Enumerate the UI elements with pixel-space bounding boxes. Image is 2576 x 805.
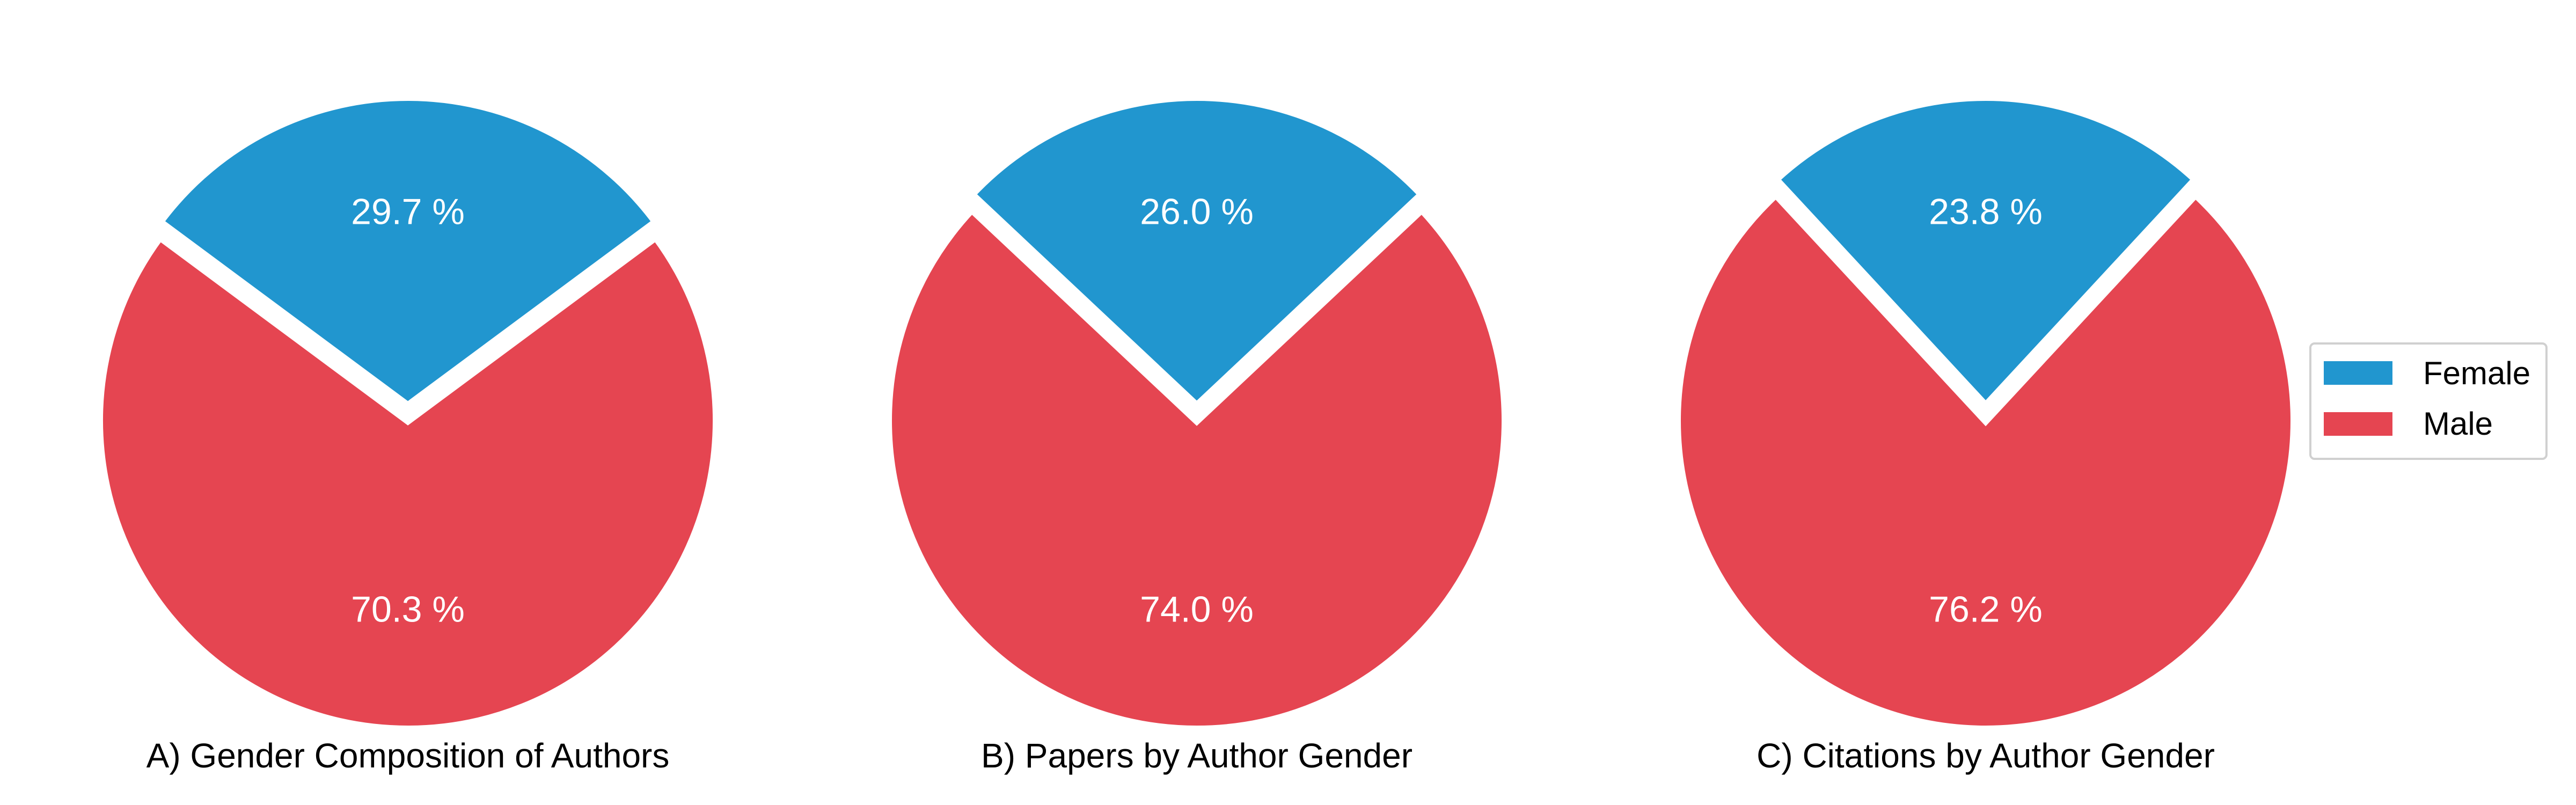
legend-swatch-female (2324, 361, 2392, 385)
pie-0-slice-male (96, 231, 720, 733)
legend-swatch-male (2324, 412, 2392, 436)
pie-1-slice-male (884, 204, 1509, 733)
pie-1-label-female: 26.0 % (1140, 191, 1254, 232)
pie-2-label-female: 23.8 % (1929, 191, 2043, 232)
pie-0-label-male: 70.3 % (351, 589, 465, 630)
pie-1-slice-female (966, 93, 1428, 411)
pie-2-title: C) Citations by Author Gender (1757, 736, 2215, 775)
legend: Female Male (2309, 342, 2548, 460)
pie-0-slice-female (155, 93, 661, 411)
pie-1-title: B) Papers by Author Gender (981, 736, 1413, 775)
pie-0-title: A) Gender Composition of Authors (147, 736, 670, 775)
pie-2-label-male: 76.2 % (1929, 589, 2043, 630)
pie-1-label-male: 74.0 % (1140, 589, 1254, 630)
legend-label-female: Female (2423, 355, 2530, 391)
pie-2-slice-male (1673, 189, 2298, 734)
pie-0-label-female: 29.7 % (351, 191, 465, 232)
pie-2-slice-female (1770, 93, 2201, 412)
legend-label-male: Male (2423, 406, 2493, 442)
pie-charts-group: 29.7 % 70.3 % A) Gender Composition of Aut… (96, 93, 2298, 775)
